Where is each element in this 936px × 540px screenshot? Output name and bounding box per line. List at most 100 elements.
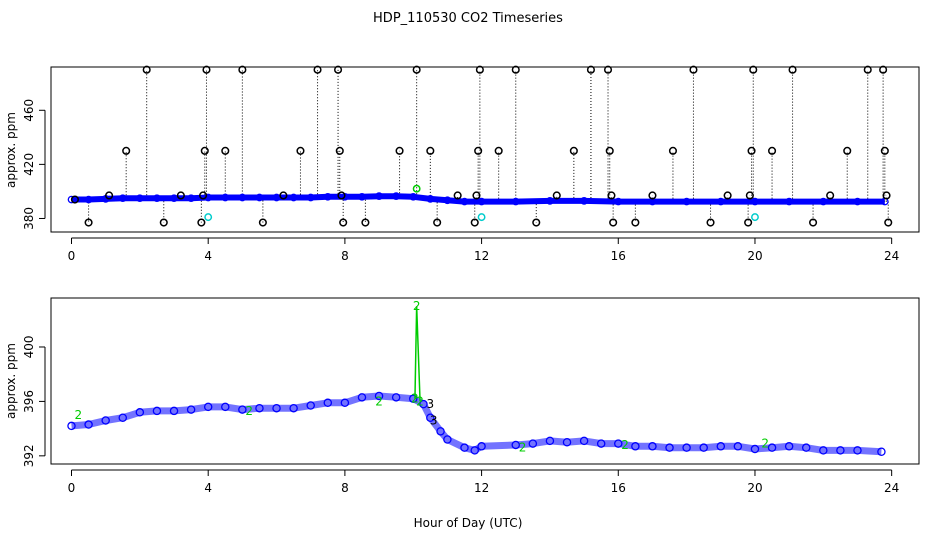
- top-outlier-point: [339, 218, 348, 227]
- top-main-point: [153, 194, 161, 203]
- top-outlier-point: [337, 191, 346, 200]
- top-main-point: [682, 197, 691, 206]
- top-y-tick-label: 380: [22, 207, 36, 230]
- bottom-main-series-band: [71, 392, 882, 456]
- top-outlier-point: [744, 218, 753, 227]
- top-outlier-point: [279, 191, 288, 200]
- top-main-point: [819, 197, 828, 206]
- bottom-main-point: [579, 436, 589, 446]
- top-main-point: [187, 194, 195, 203]
- top-main-point: [460, 197, 469, 206]
- top-main-point: [67, 195, 76, 204]
- top-cyan-point: [204, 213, 213, 222]
- bottom-main-point: [819, 446, 828, 455]
- top-outlier-point: [668, 146, 678, 155]
- bottom-main-point: [648, 442, 657, 451]
- top-green-point: [412, 184, 421, 193]
- top-outlier-point: [159, 218, 168, 227]
- bottom-main-point: [357, 393, 367, 402]
- top-outlier-point: [723, 191, 732, 200]
- top-outlier-point: [607, 191, 616, 200]
- top-main-point: [409, 192, 418, 201]
- x-axis-label: Hour of Day (UTC): [414, 516, 523, 530]
- bottom-main-point: [203, 402, 213, 412]
- bottom-main-point: [801, 443, 811, 452]
- top-main-point: [118, 194, 127, 203]
- bottom-main-point: [699, 443, 708, 452]
- top-main-point: [289, 193, 298, 202]
- top-outlier-point: [494, 146, 503, 155]
- top-outlier-point: [605, 146, 614, 155]
- top-outlier-point: [84, 218, 93, 227]
- top-outlier-point: [603, 65, 613, 74]
- top-plot-frame: [50, 66, 920, 233]
- bottom-main-point: [169, 406, 179, 416]
- top-outlier-point: [648, 191, 657, 200]
- bottom-main-point: [391, 393, 401, 402]
- bottom-main-point: [67, 421, 76, 431]
- top-outlier-point: [335, 146, 344, 155]
- bottom-main-point: [784, 442, 794, 451]
- bottom-plot-frame: [50, 297, 920, 465]
- bottom-main-point: [665, 443, 674, 452]
- top-main-point: [306, 193, 315, 202]
- top-outlier-point: [569, 146, 578, 155]
- top-main-point: [426, 195, 435, 203]
- top-outlier-point: [843, 146, 852, 155]
- top-panel: 0 4 8 12 16 20 24 380 420 460 approx. ppm: [4, 65, 920, 263]
- top-outlier-point: [474, 146, 483, 155]
- bottom-main-point: [443, 435, 452, 444]
- bottom-flag2-label: 2: [411, 392, 419, 406]
- top-outlier-point: [433, 218, 442, 227]
- top-y-tick-label: 420: [22, 153, 36, 176]
- top-outlier-point: [747, 146, 756, 155]
- bottom-flag2-label: 2: [761, 437, 769, 451]
- bottom-main-point: [716, 442, 726, 451]
- bottom-main-point: [733, 442, 743, 451]
- top-main-point: [170, 194, 178, 203]
- top-outlier-point: [882, 191, 891, 200]
- top-outlier-point: [689, 65, 698, 74]
- top-main-point: [238, 193, 247, 202]
- bottom-main-point: [528, 439, 538, 448]
- bottom-axes: 0 4 8 12 16 20 24 392 396 400: [22, 336, 899, 495]
- bottom-main-point: [419, 399, 428, 409]
- bottom-x-tick-label: 16: [611, 481, 626, 495]
- bottom-main-point: [511, 440, 521, 450]
- bottom-y-tick-label: 396: [22, 390, 36, 413]
- bottom-main-point: [877, 447, 886, 457]
- top-outlier-point: [202, 65, 211, 74]
- bottom-main-point: [836, 446, 845, 455]
- bottom-main-point: [614, 439, 623, 448]
- top-main-point: [785, 197, 793, 206]
- top-outlier-point: [361, 218, 370, 227]
- bottom-main-point: [289, 403, 298, 413]
- top-outlier-point: [472, 191, 481, 200]
- top-outlier-point: [70, 195, 79, 204]
- top-main-point: [511, 197, 520, 206]
- top-outlier-point: [238, 65, 247, 74]
- top-main-point: [443, 196, 452, 205]
- bottom-flag3-label: 3: [427, 397, 435, 411]
- top-outlier-point: [631, 218, 640, 227]
- top-main-point: [136, 194, 144, 203]
- top-outlier-point: [609, 218, 618, 227]
- bottom-x-tick-label: 20: [747, 481, 762, 495]
- top-main-series-line: [71, 193, 885, 205]
- top-outlier-point: [453, 191, 462, 200]
- top-outlier-point: [552, 191, 561, 200]
- bottom-flag2-label: 2: [519, 441, 527, 455]
- top-main-point: [546, 197, 554, 205]
- top-main-point: [716, 197, 725, 206]
- top-x-tick-label: 0: [68, 249, 76, 263]
- top-main-point: [323, 192, 332, 201]
- bottom-flag3-label: 3: [430, 413, 438, 427]
- bottom-flag2-label: 2: [245, 404, 253, 418]
- bottom-flag2-label: 2: [621, 438, 629, 452]
- top-main-point: [84, 195, 93, 204]
- top-main-point: [272, 193, 281, 202]
- bottom-main-point: [118, 413, 128, 422]
- bottom-main-point: [767, 443, 777, 452]
- top-outlier-point: [879, 65, 888, 74]
